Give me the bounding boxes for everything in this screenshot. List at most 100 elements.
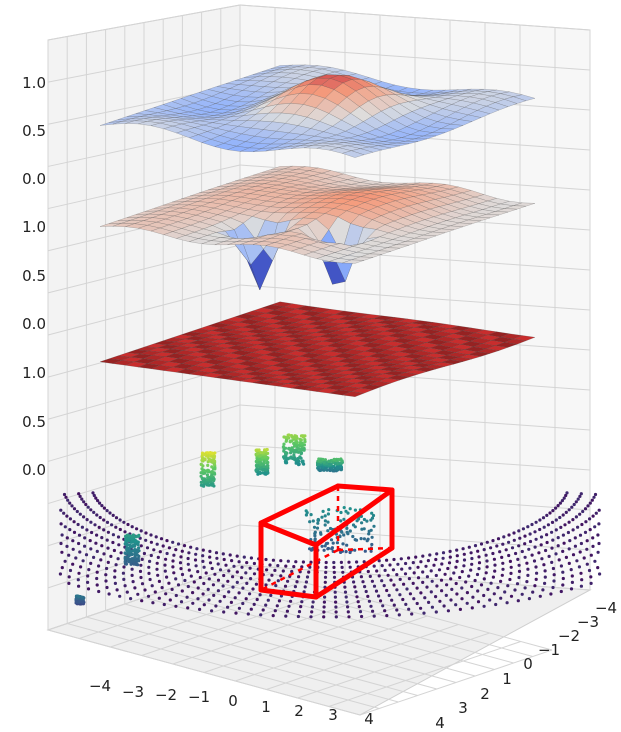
point: [284, 564, 288, 568]
point: [421, 580, 425, 585]
point: [590, 498, 594, 502]
x-tick-label: 1: [261, 698, 271, 716]
point: [585, 562, 589, 566]
point: [347, 560, 351, 564]
surface-layer-1: [99, 64, 536, 158]
point: [385, 558, 389, 562]
point: [118, 527, 122, 532]
point: [538, 518, 542, 522]
point: [127, 546, 131, 550]
point: [194, 564, 198, 568]
point: [518, 536, 522, 540]
back-panes: [46, 4, 592, 716]
point: [391, 568, 395, 572]
point: [68, 501, 72, 505]
point: [538, 594, 542, 598]
point: [446, 566, 450, 571]
point: [189, 574, 193, 578]
point: [333, 467, 337, 471]
point: [271, 558, 275, 562]
point: [580, 578, 584, 582]
grid-line: [239, 524, 591, 551]
point: [163, 563, 167, 567]
point: [164, 557, 168, 561]
point: [533, 545, 537, 549]
grid-line: [220, 571, 533, 657]
point: [135, 527, 139, 531]
point: [441, 556, 445, 560]
point: [230, 559, 234, 563]
point: [537, 551, 541, 555]
point: [458, 575, 462, 580]
point: [265, 448, 269, 452]
point: [574, 500, 578, 504]
point: [85, 528, 89, 532]
point: [96, 499, 100, 503]
point: [554, 528, 558, 532]
point: [351, 523, 356, 527]
point: [591, 514, 595, 518]
point: [345, 530, 349, 534]
point: [442, 604, 446, 608]
point: [75, 509, 79, 514]
point: [552, 573, 556, 577]
point: [199, 462, 203, 466]
point: [207, 598, 211, 602]
point: [359, 537, 363, 541]
point: [367, 532, 371, 536]
point: [520, 592, 524, 596]
point: [342, 506, 346, 510]
point: [419, 560, 423, 564]
bounding-box: [258, 483, 395, 600]
point: [258, 457, 262, 461]
point: [113, 581, 117, 586]
point: [80, 595, 84, 599]
point: [305, 575, 310, 579]
point: [114, 525, 118, 529]
point: [147, 565, 151, 569]
point: [65, 544, 69, 549]
point: [248, 566, 252, 570]
point: [122, 565, 126, 569]
grid-line: [239, 564, 591, 591]
point: [211, 583, 215, 587]
point: [334, 600, 338, 604]
point: [485, 565, 489, 569]
point: [323, 595, 327, 599]
point: [300, 600, 304, 604]
point: [160, 586, 164, 590]
point: [371, 513, 376, 518]
point: [148, 577, 152, 582]
point: [153, 590, 157, 594]
point: [97, 589, 101, 594]
point: [148, 559, 152, 564]
z-tick-label: 0.0: [22, 315, 46, 333]
point: [275, 604, 279, 608]
y-tick-label: −2: [558, 627, 580, 645]
point: [388, 563, 392, 567]
point: [415, 586, 419, 590]
point: [201, 554, 205, 558]
point: [213, 572, 217, 576]
point: [94, 541, 98, 545]
x-tick-label: −3: [122, 683, 144, 701]
point: [130, 552, 134, 557]
point: [212, 477, 216, 481]
point: [198, 607, 202, 612]
point: [470, 584, 474, 589]
point: [477, 555, 481, 559]
point: [579, 541, 584, 546]
point: [149, 533, 153, 537]
point: [562, 496, 566, 500]
point: [196, 570, 200, 574]
point: [104, 579, 108, 583]
point: [526, 525, 530, 529]
point: [178, 561, 183, 565]
point: [179, 567, 183, 571]
point: [78, 550, 82, 554]
point: [168, 598, 172, 602]
point: [455, 559, 459, 564]
point: [71, 562, 75, 566]
point: [503, 590, 507, 594]
point: [196, 597, 200, 601]
